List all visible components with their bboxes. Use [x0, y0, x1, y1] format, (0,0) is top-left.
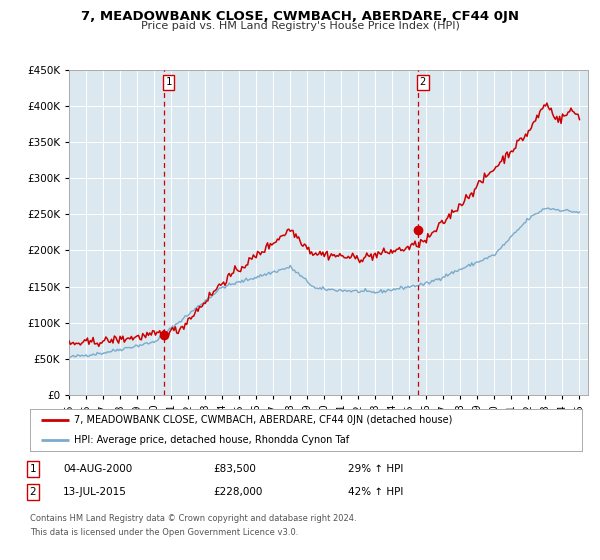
- Text: Price paid vs. HM Land Registry's House Price Index (HPI): Price paid vs. HM Land Registry's House …: [140, 21, 460, 31]
- Text: £83,500: £83,500: [213, 464, 256, 474]
- Text: This data is licensed under the Open Government Licence v3.0.: This data is licensed under the Open Gov…: [30, 528, 298, 536]
- Text: 42% ↑ HPI: 42% ↑ HPI: [348, 487, 403, 497]
- Text: £228,000: £228,000: [213, 487, 262, 497]
- Text: 29% ↑ HPI: 29% ↑ HPI: [348, 464, 403, 474]
- Text: 7, MEADOWBANK CLOSE, CWMBACH, ABERDARE, CF44 0JN (detached house): 7, MEADOWBANK CLOSE, CWMBACH, ABERDARE, …: [74, 415, 452, 425]
- Text: Contains HM Land Registry data © Crown copyright and database right 2024.: Contains HM Land Registry data © Crown c…: [30, 514, 356, 522]
- Text: 13-JUL-2015: 13-JUL-2015: [63, 487, 127, 497]
- Text: 04-AUG-2000: 04-AUG-2000: [63, 464, 132, 474]
- Text: 2: 2: [420, 77, 426, 87]
- Text: 2: 2: [29, 487, 37, 497]
- Text: HPI: Average price, detached house, Rhondda Cynon Taf: HPI: Average price, detached house, Rhon…: [74, 435, 349, 445]
- Text: 1: 1: [166, 77, 172, 87]
- Text: 1: 1: [29, 464, 37, 474]
- Text: 7, MEADOWBANK CLOSE, CWMBACH, ABERDARE, CF44 0JN: 7, MEADOWBANK CLOSE, CWMBACH, ABERDARE, …: [81, 10, 519, 23]
